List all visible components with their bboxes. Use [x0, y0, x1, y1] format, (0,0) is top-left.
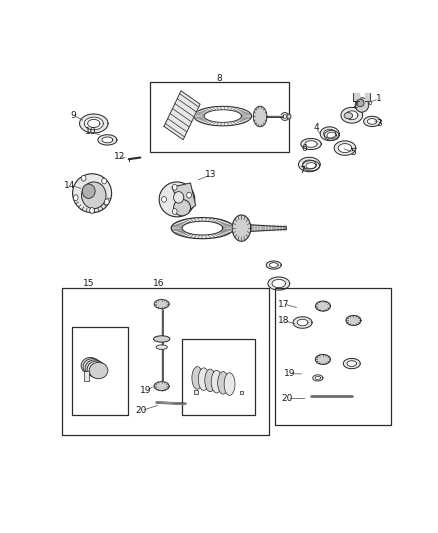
Polygon shape	[281, 112, 289, 120]
Polygon shape	[154, 300, 169, 309]
Circle shape	[287, 114, 291, 119]
Polygon shape	[303, 160, 320, 171]
Circle shape	[104, 199, 109, 205]
Ellipse shape	[89, 362, 108, 379]
Text: 1: 1	[376, 94, 382, 103]
Bar	[240, 391, 243, 394]
Bar	[194, 390, 198, 394]
Circle shape	[162, 197, 166, 202]
Polygon shape	[268, 277, 290, 290]
Ellipse shape	[85, 360, 104, 376]
Ellipse shape	[73, 174, 112, 213]
Polygon shape	[365, 93, 371, 101]
Text: 13: 13	[205, 170, 217, 179]
Text: 10: 10	[85, 127, 96, 136]
Polygon shape	[171, 217, 233, 239]
Text: 19: 19	[140, 386, 152, 395]
Text: 2: 2	[352, 101, 358, 109]
Bar	[150, 83, 289, 152]
Ellipse shape	[156, 345, 167, 350]
Bar	[61, 288, 268, 435]
Polygon shape	[80, 114, 108, 133]
Polygon shape	[301, 139, 321, 150]
Circle shape	[102, 178, 106, 184]
Text: 12: 12	[113, 152, 125, 161]
Polygon shape	[98, 135, 117, 145]
Circle shape	[187, 192, 191, 198]
Circle shape	[90, 207, 95, 213]
Ellipse shape	[224, 373, 235, 395]
Circle shape	[172, 184, 177, 190]
Polygon shape	[313, 375, 323, 381]
Bar	[276, 288, 391, 425]
Ellipse shape	[153, 336, 170, 342]
Ellipse shape	[82, 184, 95, 198]
Polygon shape	[154, 382, 169, 391]
Ellipse shape	[357, 99, 364, 107]
Polygon shape	[320, 127, 339, 141]
Text: 17: 17	[278, 300, 290, 309]
Text: 4: 4	[313, 123, 319, 132]
Ellipse shape	[198, 368, 209, 391]
Text: 8: 8	[216, 74, 222, 83]
Ellipse shape	[173, 191, 184, 203]
Bar	[72, 327, 128, 415]
Circle shape	[369, 101, 372, 104]
Text: 18: 18	[278, 316, 290, 325]
Ellipse shape	[87, 361, 106, 377]
Polygon shape	[172, 183, 196, 214]
Circle shape	[73, 195, 78, 200]
Ellipse shape	[344, 112, 353, 119]
Text: 16: 16	[152, 279, 164, 288]
Text: 19: 19	[284, 369, 295, 378]
Polygon shape	[293, 317, 312, 328]
Text: 20: 20	[282, 394, 293, 403]
Text: 15: 15	[83, 279, 95, 288]
Polygon shape	[346, 316, 361, 326]
Polygon shape	[298, 157, 320, 172]
Polygon shape	[341, 107, 363, 123]
Polygon shape	[364, 116, 381, 126]
Text: 3: 3	[376, 119, 382, 128]
Polygon shape	[253, 106, 267, 127]
Text: 9: 9	[71, 111, 76, 120]
Polygon shape	[154, 383, 166, 390]
Ellipse shape	[173, 199, 191, 216]
Circle shape	[81, 175, 86, 181]
Ellipse shape	[205, 369, 215, 392]
Bar	[84, 370, 89, 381]
Polygon shape	[353, 93, 359, 101]
Ellipse shape	[83, 359, 102, 375]
Ellipse shape	[355, 98, 369, 112]
Ellipse shape	[81, 358, 100, 374]
Polygon shape	[266, 261, 281, 269]
Ellipse shape	[81, 182, 106, 208]
Polygon shape	[164, 91, 200, 140]
Text: 20: 20	[136, 406, 147, 415]
Text: 6: 6	[301, 143, 307, 152]
Ellipse shape	[159, 182, 195, 217]
Polygon shape	[251, 225, 286, 231]
Text: 7: 7	[300, 166, 305, 175]
Polygon shape	[194, 106, 251, 126]
Ellipse shape	[218, 372, 229, 394]
Polygon shape	[315, 301, 330, 311]
Text: 14: 14	[64, 181, 76, 190]
Polygon shape	[334, 141, 356, 155]
Ellipse shape	[192, 367, 203, 389]
Polygon shape	[324, 131, 339, 140]
Bar	[182, 339, 255, 415]
Polygon shape	[315, 354, 330, 365]
Ellipse shape	[211, 370, 222, 393]
Polygon shape	[232, 215, 251, 241]
Circle shape	[172, 208, 177, 214]
Polygon shape	[343, 358, 360, 369]
Text: 5: 5	[350, 148, 357, 157]
